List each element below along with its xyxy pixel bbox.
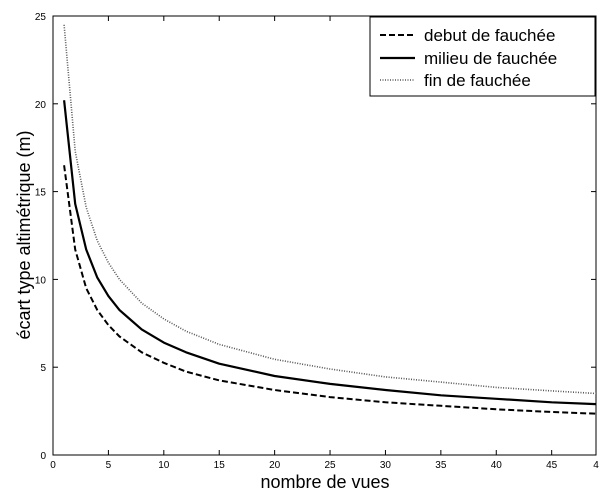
x-tick-label: 20 bbox=[269, 460, 281, 471]
x-tick-label: 25 bbox=[324, 460, 336, 471]
y-tick-label: 15 bbox=[35, 188, 47, 199]
legend-label-milieu: milieu de fauchée bbox=[424, 49, 557, 68]
y-tick-label: 20 bbox=[35, 100, 47, 111]
legend-label-debut: debut de fauchée bbox=[424, 26, 555, 45]
y-axis-ticks: 0 5 10 15 20 25 bbox=[35, 12, 596, 462]
y-axis-label: écart type altimétrique (m) bbox=[14, 130, 34, 339]
x-axis-label: nombre de vues bbox=[260, 472, 389, 491]
x-tick-label: 5 bbox=[106, 460, 112, 471]
legend-label-fin: fin de fauchée bbox=[424, 71, 531, 90]
x-tick-label-last: 4 bbox=[593, 460, 599, 471]
y-tick-label: 5 bbox=[40, 363, 46, 374]
legend: debut de fauchée milieu de fauchée fin d… bbox=[369, 16, 596, 97]
y-tick-label: 10 bbox=[35, 275, 47, 286]
x-tick-label: 40 bbox=[491, 460, 503, 471]
x-tick-label: 0 bbox=[50, 460, 56, 471]
y-tick-label: 0 bbox=[40, 451, 46, 462]
y-tick-label: 25 bbox=[35, 12, 47, 23]
x-tick-label: 10 bbox=[158, 460, 170, 471]
x-tick-label: 30 bbox=[380, 460, 392, 471]
series-line-2 bbox=[63, 24, 597, 395]
series-line-1 bbox=[63, 100, 597, 406]
x-tick-label: 35 bbox=[435, 460, 447, 471]
series-line-0 bbox=[63, 165, 597, 415]
legend-box bbox=[369, 16, 596, 97]
x-axis-ticks: 0 5 10 15 20 25 30 35 40 45 4 bbox=[50, 16, 599, 471]
series-lines bbox=[63, 24, 597, 415]
x-tick-label: 45 bbox=[546, 460, 558, 471]
x-tick-label: 15 bbox=[214, 460, 226, 471]
